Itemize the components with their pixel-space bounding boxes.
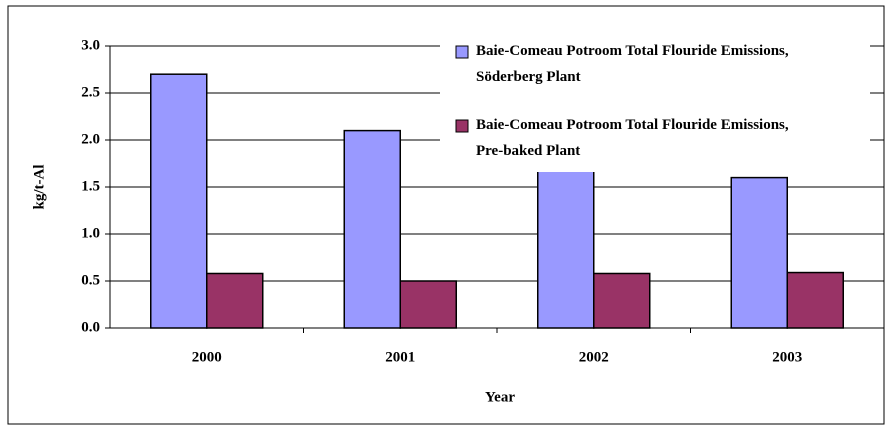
bar (206, 272, 264, 329)
legend-swatch (455, 45, 469, 59)
x-tick-label: 2002 (579, 349, 609, 365)
y-axis-label: kg/t-Al (31, 165, 47, 210)
y-tick-label: 1.0 (81, 225, 100, 241)
legend-label: Baie-Comeau Potroom Total Flouride Emiss… (476, 43, 789, 85)
x-tick-label: 2000 (192, 349, 222, 365)
x-tick-label: 2003 (772, 349, 802, 365)
y-tick-label: 2.5 (81, 84, 100, 100)
y-tick-label: 0.0 (81, 319, 100, 335)
y-tick-label: 2.0 (81, 131, 100, 147)
legend-label: Baie-Comeau Potroom Total Flouride Emiss… (476, 117, 789, 159)
bar (730, 176, 788, 329)
y-tick-label: 1.5 (81, 178, 100, 194)
x-axis-label: Year (485, 389, 515, 405)
legend-swatch (455, 119, 469, 133)
bar (786, 271, 844, 329)
legend-box (440, 38, 870, 172)
bar (399, 280, 457, 329)
y-tick-label: 3.0 (81, 37, 100, 53)
bar (537, 158, 595, 329)
x-tick-label: 2001 (385, 349, 415, 365)
y-tick-label: 0.5 (81, 272, 100, 288)
bar (593, 272, 651, 329)
bar (343, 129, 401, 329)
bar (150, 73, 208, 329)
